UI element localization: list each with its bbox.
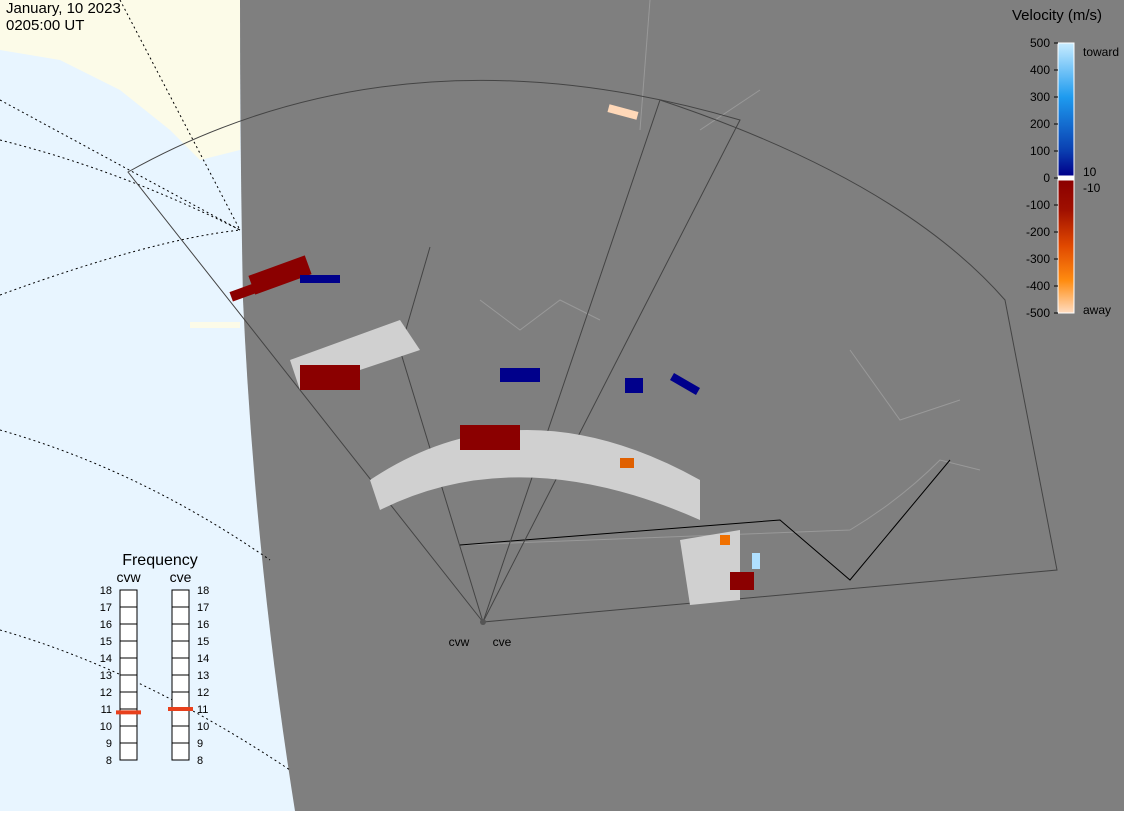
colorbar-tick-label: 400 (1030, 63, 1050, 77)
radar-name: cve (170, 569, 192, 585)
frequency-tick-label: 18 (197, 585, 209, 597)
colorbar-tick-label: -500 (1026, 306, 1050, 320)
border (459, 459, 951, 581)
frequency-tick-label: 12 (100, 687, 112, 699)
frequency-tick-label: 15 (100, 636, 112, 648)
station-label: cve (493, 635, 512, 649)
frequency-tick-label: 11 (197, 704, 208, 716)
toward-label: toward (1083, 45, 1119, 59)
frequency-tick-label: 11 (101, 704, 112, 716)
frequency-tick-label: 10 (197, 721, 209, 733)
daylit-region (240, 0, 1124, 811)
colorbar-tick-label: 100 (1030, 144, 1050, 158)
frequency-tick-label: 10 (100, 721, 112, 733)
frequency-tick-label: 12 (197, 687, 209, 699)
colorbar-tick-label: -200 (1026, 225, 1050, 239)
coastlines (459, 0, 981, 546)
frequency-tick-label: 18 (100, 585, 112, 597)
station-label: cvw (449, 635, 470, 649)
frequency-tick-label: 8 (197, 755, 203, 767)
colorbar-tick-label: 300 (1030, 90, 1050, 104)
frequency-tick-label: 14 (100, 653, 112, 665)
land-night (0, 0, 240, 160)
time: 0205:00 UT (6, 17, 84, 34)
away-label: away (1083, 303, 1111, 317)
date: January, 10 2023 (6, 0, 121, 17)
colorbar-tick-label: -300 (1026, 252, 1050, 266)
zero-upper-label: 10 (1083, 165, 1097, 179)
frequency-title: Frequency (122, 552, 198, 569)
frequency-tick-label: 16 (100, 619, 112, 631)
frequency-tick-label: 14 (197, 653, 209, 665)
frequency-tick-label: 16 (197, 619, 209, 631)
zero-lower-label: -10 (1083, 181, 1101, 195)
radar-name: cvw (116, 569, 141, 585)
colorbar-tick-label: 500 (1030, 36, 1050, 50)
colorbar-title: Velocity (m/s) (1012, 7, 1102, 24)
colorbar (1057, 42, 1075, 314)
colorbar-tick-label: 0 (1043, 171, 1050, 185)
colorbar-tick-label: -400 (1026, 279, 1050, 293)
frequency-tick-label: 13 (100, 670, 112, 682)
frequency-tick-label: 15 (197, 636, 209, 648)
frequency-tick-label: 13 (197, 670, 209, 682)
frequency-tick-label: 9 (106, 738, 112, 750)
frequency-tick-label: 9 (197, 738, 203, 750)
frequency-tick-label: 17 (100, 602, 112, 614)
frequency-tick-label: 17 (197, 602, 209, 614)
colorbar-tick-label: -100 (1026, 198, 1050, 212)
frequency-tick-label: 8 (106, 755, 112, 767)
colorbar-tick-label: 200 (1030, 117, 1050, 131)
station-marker (480, 619, 486, 625)
lat-lon-grid (0, 0, 291, 771)
velocity-cells (190, 104, 760, 605)
